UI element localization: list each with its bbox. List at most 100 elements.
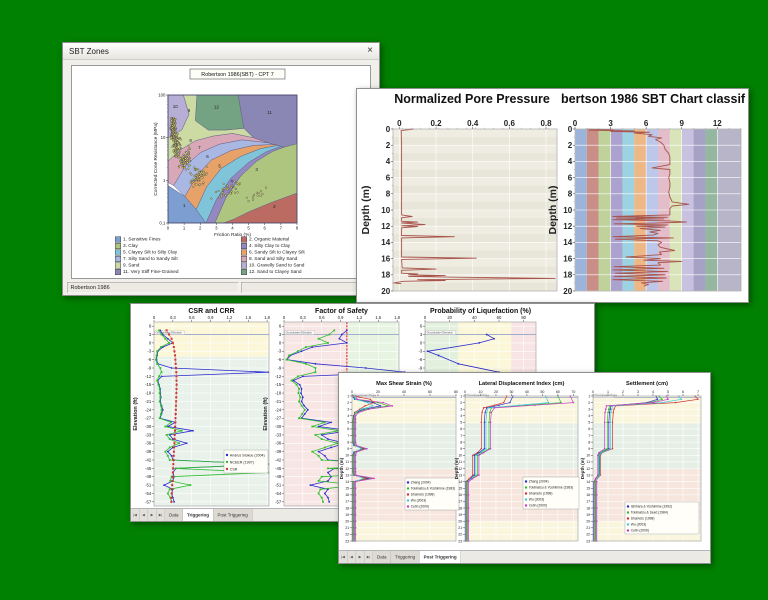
pore-pressure-and-sbt-profile-charts: 0 0.2 0.4 0.6 0.802468101214161820Normalized… (360, 92, 746, 296)
nav-next-icon[interactable]: ▶ (356, 551, 365, 563)
svg-text:0.1: 0.1 (159, 221, 166, 226)
svg-text:6: 6 (279, 324, 282, 329)
zone-color-swatch (115, 268, 121, 275)
legend-item: 1. Sensitive Fines (115, 236, 241, 243)
svg-text:4: 4 (231, 226, 234, 231)
sheet-tab-post-triggering[interactable]: Post Triggering (419, 551, 462, 563)
svg-text:8: 8 (386, 190, 391, 199)
sheet-tab-triggering[interactable]: Triggering (183, 509, 214, 521)
svg-text:12: 12 (713, 119, 722, 128)
svg-text:3: 3 (588, 407, 590, 411)
svg-text:0.9: 0.9 (338, 315, 344, 320)
legend-label: 3. Clay (123, 243, 138, 249)
svg-text:4: 4 (460, 414, 462, 418)
svg-text:Max Shear Strain (%): Max Shear Strain (%) (376, 381, 432, 387)
svg-text:10: 10 (381, 206, 390, 215)
nav-last-icon[interactable]: ▶| (156, 509, 165, 521)
svg-text:-42: -42 (275, 457, 282, 462)
sheet-tab-post-triggering[interactable]: Post Triggering (213, 509, 253, 521)
svg-text:10: 10 (345, 454, 349, 458)
svg-text:40: 40 (402, 390, 406, 394)
window-title: SBT Zones (69, 46, 109, 56)
nav-prev-icon[interactable]: ◀ (347, 551, 356, 563)
svg-text:Normalized Pore Pressure: Normalized Pore Pressure (394, 92, 550, 106)
svg-text:0: 0 (149, 340, 152, 345)
svg-text:13: 13 (345, 473, 349, 477)
svg-text:Cetin (2009): Cetin (2009) (631, 529, 649, 533)
svg-text:8: 8 (460, 440, 462, 444)
svg-text:10: 10 (563, 206, 572, 215)
sbt-zones-titlebar[interactable]: SBT Zones × (63, 43, 379, 60)
legend-label: 7. Silty Sand to Sandy Silt (123, 256, 178, 262)
svg-text:30: 30 (509, 390, 513, 394)
svg-text:-12: -12 (145, 374, 152, 379)
svg-text:5: 5 (347, 421, 349, 425)
svg-text:-3: -3 (418, 349, 422, 354)
svg-text:23: 23 (586, 539, 590, 543)
nav-next-icon[interactable]: ▶ (148, 509, 157, 521)
svg-text:8: 8 (296, 226, 299, 231)
svg-text:Friction Ratio (%): Friction Ratio (%) (214, 232, 251, 238)
svg-text:1.8: 1.8 (264, 315, 270, 320)
svg-text:-6: -6 (147, 357, 151, 362)
svg-text:14: 14 (586, 480, 590, 484)
svg-text:-9: -9 (277, 365, 281, 370)
svg-text:21: 21 (345, 526, 349, 530)
svg-text:14: 14 (458, 480, 462, 484)
svg-text:3: 3 (637, 390, 639, 394)
svg-text:3: 3 (608, 119, 613, 128)
sheet-tab-data[interactable]: Data (373, 551, 392, 563)
close-icon[interactable]: × (367, 45, 373, 56)
sheet-tab-data[interactable]: Data (165, 509, 184, 521)
svg-text:17: 17 (586, 500, 590, 504)
svg-text:-27: -27 (145, 416, 152, 421)
zone-color-swatch (241, 268, 247, 275)
legend-label: 10. Gravelly Sand to Sand (249, 262, 305, 269)
svg-text:1: 1 (183, 203, 186, 208)
legend-label: 1. Sensitive Fines (123, 236, 161, 243)
svg-text:20: 20 (345, 519, 349, 523)
svg-text:2: 2 (386, 141, 391, 150)
zone-color-swatch (115, 242, 121, 249)
svg-text:Groundwater Elevation: Groundwater Elevation (286, 331, 313, 335)
window-pore-pressure-charts: 0 0.2 0.4 0.6 0.8 0 2 4 6 8 10 12 14 16 18 20 Normalized… (356, 88, 749, 303)
window-post-triggering-charts: Groundwater Depth 0 20 40 60 80 1 2 3 4 5 6 7 8 9 10 11 1… (338, 372, 711, 564)
svg-text:13: 13 (586, 473, 590, 477)
zone-color-swatch (241, 262, 247, 269)
svg-text:9: 9 (188, 108, 191, 113)
svg-text:8: 8 (347, 440, 349, 444)
svg-text:0: 0 (397, 119, 402, 128)
svg-text:5: 5 (667, 390, 669, 394)
nav-prev-icon[interactable]: ◀ (139, 509, 148, 521)
svg-text:7: 7 (347, 434, 349, 438)
svg-text:15: 15 (586, 487, 590, 491)
svg-text:CSR and CRR: CSR and CRR (188, 308, 234, 315)
svg-text:-45: -45 (275, 466, 282, 471)
nav-last-icon[interactable]: ▶| (364, 551, 373, 563)
svg-text:0: 0 (573, 119, 578, 128)
svg-text:0: 0 (153, 315, 156, 320)
svg-text:14: 14 (563, 238, 572, 247)
svg-text:17: 17 (458, 500, 462, 504)
svg-text:14: 14 (381, 238, 390, 247)
svg-text:20: 20 (381, 287, 390, 296)
svg-text:18: 18 (586, 506, 590, 510)
svg-text:-39: -39 (145, 449, 152, 454)
svg-text:-51: -51 (275, 483, 282, 488)
svg-text:Shamoto (1998): Shamoto (1998) (529, 492, 553, 496)
nav-first-icon[interactable]: |◀ (339, 551, 348, 563)
svg-text:0: 0 (283, 315, 286, 320)
svg-text:6: 6 (460, 427, 462, 431)
svg-text:-48: -48 (275, 474, 282, 479)
svg-text:0.6: 0.6 (319, 315, 325, 320)
svg-text:Robertson 1986(SBT) - CPT 7: Robertson 1986(SBT) - CPT 7 (201, 72, 273, 78)
nav-first-icon[interactable]: |◀ (131, 509, 140, 521)
svg-text:80: 80 (521, 315, 526, 320)
sheet-tab-triggering[interactable]: Triggering (391, 551, 420, 563)
svg-text:12: 12 (214, 105, 220, 110)
legend-label: 4. Silty Clay to Clay (249, 243, 291, 249)
svg-text:-9: -9 (418, 365, 422, 370)
legend-item: 6. Sandy Silt to Clayey Silt (241, 249, 370, 256)
svg-text:6: 6 (149, 324, 152, 329)
